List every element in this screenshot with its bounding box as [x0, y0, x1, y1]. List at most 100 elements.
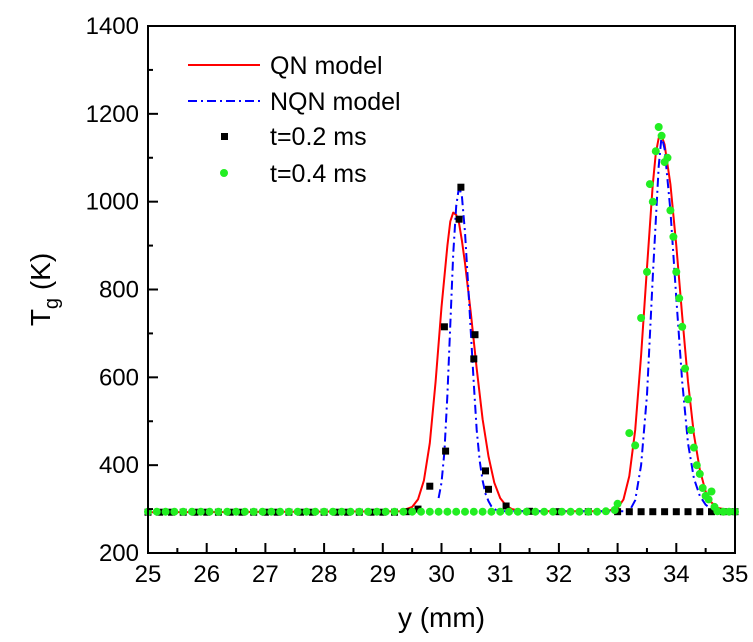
series-t04-point: [355, 507, 364, 516]
plot-area: [144, 123, 739, 516]
series-t04-point: [522, 507, 531, 516]
y-axis-label-subscript: g: [41, 298, 63, 309]
legend: QN model NQN model t=0.2 ms t=0.4 ms: [188, 52, 401, 188]
series-t04-point: [364, 507, 373, 516]
series-t04-point: [678, 322, 687, 331]
x-tick-label: 32: [546, 561, 573, 588]
series-t04-point: [399, 507, 408, 516]
series-t02-point: [457, 183, 465, 191]
series-t04-point: [531, 507, 540, 516]
series-t04-point: [188, 507, 196, 516]
series-layer: [144, 123, 739, 516]
series-t02-point: [672, 508, 680, 516]
series-t04-point: [566, 507, 575, 516]
series-t04-point: [505, 507, 513, 516]
y-tick-label: 1200: [86, 101, 139, 128]
series-t04-point: [657, 131, 666, 140]
series-t04-point: [390, 507, 399, 516]
series-t04-point: [675, 294, 684, 303]
series-t02-point: [708, 508, 715, 516]
series-t04-point: [346, 507, 355, 516]
series-t04-point: [240, 507, 249, 516]
y-axis-label: Tg (K): [25, 253, 63, 326]
series-t04-point: [540, 507, 549, 516]
series-t04-point: [267, 507, 276, 516]
series-t04-point: [713, 507, 722, 516]
series-t02-point: [684, 508, 692, 516]
series-t02-point: [696, 508, 704, 516]
series-t04-point: [258, 507, 267, 516]
series-t04-point: [689, 443, 698, 452]
series-t04-point: [625, 429, 634, 438]
series-t04-point: [496, 507, 505, 516]
series-t04-point: [672, 267, 681, 276]
series-t02-point: [661, 508, 669, 516]
series-t04-point: [276, 507, 285, 516]
series-t04-point: [487, 507, 496, 516]
series-t04-point: [425, 507, 434, 516]
series-t04-point: [719, 507, 728, 516]
y-axis-label-unit: (K): [25, 253, 56, 298]
legend-t04-label: t=0.4 ms: [270, 160, 367, 188]
series-t04-point: [684, 395, 692, 404]
series-t04-point: [179, 507, 188, 516]
series-t02-point: [455, 215, 463, 223]
series-t04-point: [328, 507, 337, 516]
series-t02-point: [426, 482, 434, 490]
series-t02-point: [442, 447, 450, 455]
series-t04-point: [434, 507, 443, 516]
series-t02-point: [482, 467, 489, 475]
series-t04-point: [666, 206, 675, 215]
series-t04-point: [417, 507, 425, 516]
series-t04-point: [302, 507, 311, 516]
series-t04-point: [692, 461, 701, 470]
series-t04-point: [469, 507, 478, 516]
series-t02-point: [625, 508, 633, 516]
series-t04-point: [643, 267, 651, 276]
y-tick-label: 1000: [86, 189, 139, 216]
series-t04-point: [695, 469, 704, 478]
x-tick-label: 31: [487, 561, 514, 588]
x-tick-label: 25: [135, 561, 162, 588]
x-tick-label: 35: [722, 561, 749, 588]
series-t04-point: [654, 123, 663, 131]
series-t04-point: [161, 507, 170, 516]
legend-t04-marker: [220, 169, 228, 177]
series-t04-point: [613, 499, 622, 508]
series-t02-point: [485, 485, 492, 493]
series-t04-point: [631, 441, 640, 450]
series-t04-point: [513, 507, 522, 516]
y-tick-label: 1400: [86, 13, 139, 40]
series-t04-point: [681, 364, 690, 373]
legend-nqn-label: NQN model: [270, 88, 401, 116]
x-tick-label: 26: [193, 561, 220, 588]
x-tick-label: 33: [604, 561, 631, 588]
series-t04-point: [170, 507, 179, 516]
series-t04-point: [549, 507, 557, 516]
series-t04-point: [557, 507, 566, 516]
series-t04-point: [575, 507, 584, 516]
y-tick-label: 800: [99, 277, 139, 304]
series-t04-point: [725, 507, 734, 516]
series-t02-point: [502, 502, 510, 510]
x-tick-label: 28: [311, 561, 338, 588]
series-t04-point: [337, 507, 346, 516]
legend-t02-label: t=0.2 ms: [270, 123, 367, 151]
series-t04-point: [249, 507, 258, 516]
series-t04-point: [443, 507, 452, 516]
legend-qn-label: QN model: [270, 52, 383, 80]
series-nqn-line: [437, 135, 735, 513]
series-t02-point: [470, 355, 478, 363]
series-t04-point: [320, 507, 329, 516]
series-t04-point: [651, 147, 660, 156]
series-t04-point: [214, 507, 223, 516]
series-t02-point: [637, 508, 645, 516]
series-t04-point: [152, 507, 161, 516]
series-t04-point: [593, 507, 602, 516]
x-tick-label: 29: [369, 561, 396, 588]
series-t02-point: [649, 508, 657, 516]
series-t04-point: [372, 507, 381, 516]
legend-t02-marker: [221, 133, 228, 140]
series-t04-point: [408, 507, 417, 516]
